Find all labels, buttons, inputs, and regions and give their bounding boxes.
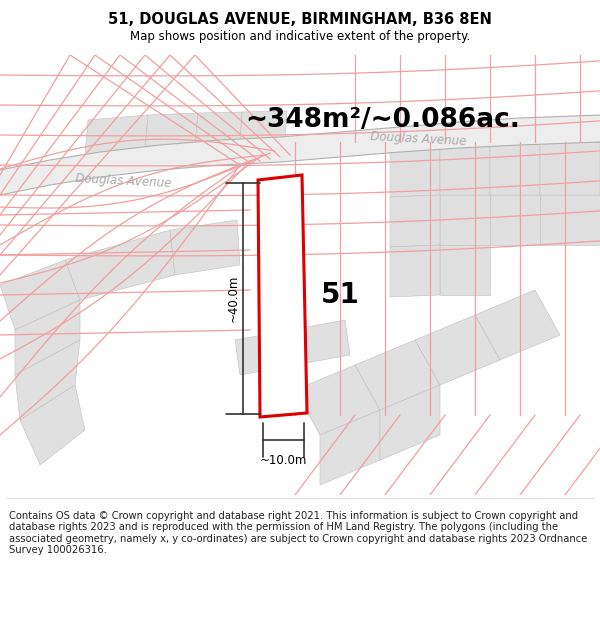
- Polygon shape: [380, 385, 440, 460]
- Polygon shape: [390, 195, 440, 247]
- Polygon shape: [440, 145, 490, 195]
- Text: Map shows position and indicative extent of the property.: Map shows position and indicative extent…: [130, 30, 470, 43]
- Polygon shape: [440, 245, 490, 295]
- Polygon shape: [390, 245, 440, 297]
- Polygon shape: [258, 175, 307, 417]
- Polygon shape: [415, 315, 500, 385]
- Polygon shape: [390, 147, 440, 197]
- Polygon shape: [240, 111, 287, 142]
- Polygon shape: [0, 260, 80, 330]
- Polygon shape: [490, 143, 540, 195]
- Text: Douglas Avenue: Douglas Avenue: [75, 172, 172, 190]
- Polygon shape: [20, 385, 85, 465]
- Polygon shape: [290, 320, 350, 365]
- Text: 51, DOUGLAS AVENUE, BIRMINGHAM, B36 8EN: 51, DOUGLAS AVENUE, BIRMINGHAM, B36 8EN: [108, 12, 492, 27]
- Text: ~348m²/~0.086ac.: ~348m²/~0.086ac.: [245, 107, 520, 133]
- Polygon shape: [355, 340, 440, 410]
- Polygon shape: [475, 290, 560, 360]
- Polygon shape: [0, 115, 600, 195]
- Polygon shape: [235, 330, 295, 375]
- Polygon shape: [65, 230, 175, 300]
- Polygon shape: [195, 112, 242, 145]
- Text: Contains OS data © Crown copyright and database right 2021. This information is : Contains OS data © Crown copyright and d…: [9, 511, 587, 556]
- Text: ~10.0m: ~10.0m: [260, 454, 307, 467]
- Polygon shape: [320, 410, 380, 485]
- Polygon shape: [540, 142, 600, 195]
- Text: ~40.0m: ~40.0m: [227, 275, 239, 322]
- Polygon shape: [15, 340, 80, 420]
- Polygon shape: [295, 365, 380, 435]
- Polygon shape: [440, 195, 490, 245]
- Text: 51: 51: [320, 281, 359, 309]
- Polygon shape: [540, 195, 600, 245]
- Text: Douglas Avenue: Douglas Avenue: [370, 130, 467, 148]
- Polygon shape: [170, 220, 240, 275]
- Polygon shape: [85, 115, 148, 155]
- Polygon shape: [15, 300, 80, 375]
- Polygon shape: [145, 113, 198, 150]
- Polygon shape: [490, 195, 540, 245]
